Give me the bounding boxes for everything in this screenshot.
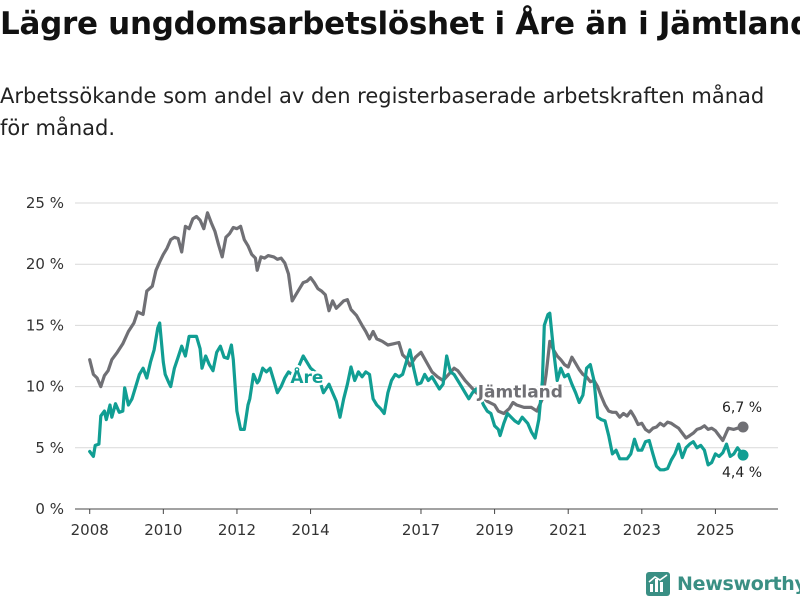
brand-name: Newsworthy bbox=[677, 573, 800, 595]
gridlines bbox=[75, 202, 778, 449]
series-label-are: Åre bbox=[290, 365, 323, 388]
end-point-jamtland bbox=[737, 421, 749, 433]
x-tick-label: 2023 bbox=[623, 521, 661, 539]
chart-subtitle: Arbetssökande som andel av den registerb… bbox=[0, 84, 765, 140]
end-label-are: 4,4 % bbox=[722, 465, 762, 481]
newsworthy-logo-icon bbox=[646, 572, 670, 596]
y-tick-label: 10 % bbox=[26, 378, 64, 396]
series-line-are bbox=[88, 311, 745, 472]
y-axis: 0 % 5 % 10 % 15 % 20 % 25 % bbox=[26, 194, 64, 518]
x-tick-label: 2008 bbox=[71, 521, 109, 539]
x-tick-label: 2021 bbox=[549, 521, 587, 539]
series-lines: 6,7 % 4,4 % bbox=[88, 211, 762, 481]
end-point-are bbox=[737, 449, 749, 461]
y-tick-label: 25 % bbox=[26, 194, 64, 212]
x-tick-label: 2014 bbox=[291, 521, 329, 539]
series-label-jamtland: Jämtland bbox=[477, 382, 563, 402]
y-tick-label: 5 % bbox=[35, 439, 64, 457]
chart-title: Lägre ungdomsarbetslöshet i Åre än i Jäm… bbox=[0, 6, 800, 42]
y-tick-label: 0 % bbox=[35, 500, 64, 518]
x-tick-label: 2012 bbox=[218, 521, 256, 539]
series-line-jamtland bbox=[88, 211, 745, 443]
y-tick-label: 15 % bbox=[26, 316, 64, 334]
x-tick-label: 2019 bbox=[475, 521, 513, 539]
brand-logo[interactable]: Newsworthy bbox=[646, 571, 800, 597]
x-axis: 2008 2010 2012 2014 2017 2019 2021 2023 2025 bbox=[71, 508, 778, 539]
x-tick-label: 2025 bbox=[696, 521, 734, 539]
x-tick-label: 2017 bbox=[402, 521, 440, 539]
y-tick-label: 20 % bbox=[26, 255, 64, 273]
annotations: Åre Jämtland bbox=[288, 362, 566, 405]
end-label-jamtland: 6,7 % bbox=[722, 400, 762, 416]
x-tick-label: 2010 bbox=[144, 521, 182, 539]
